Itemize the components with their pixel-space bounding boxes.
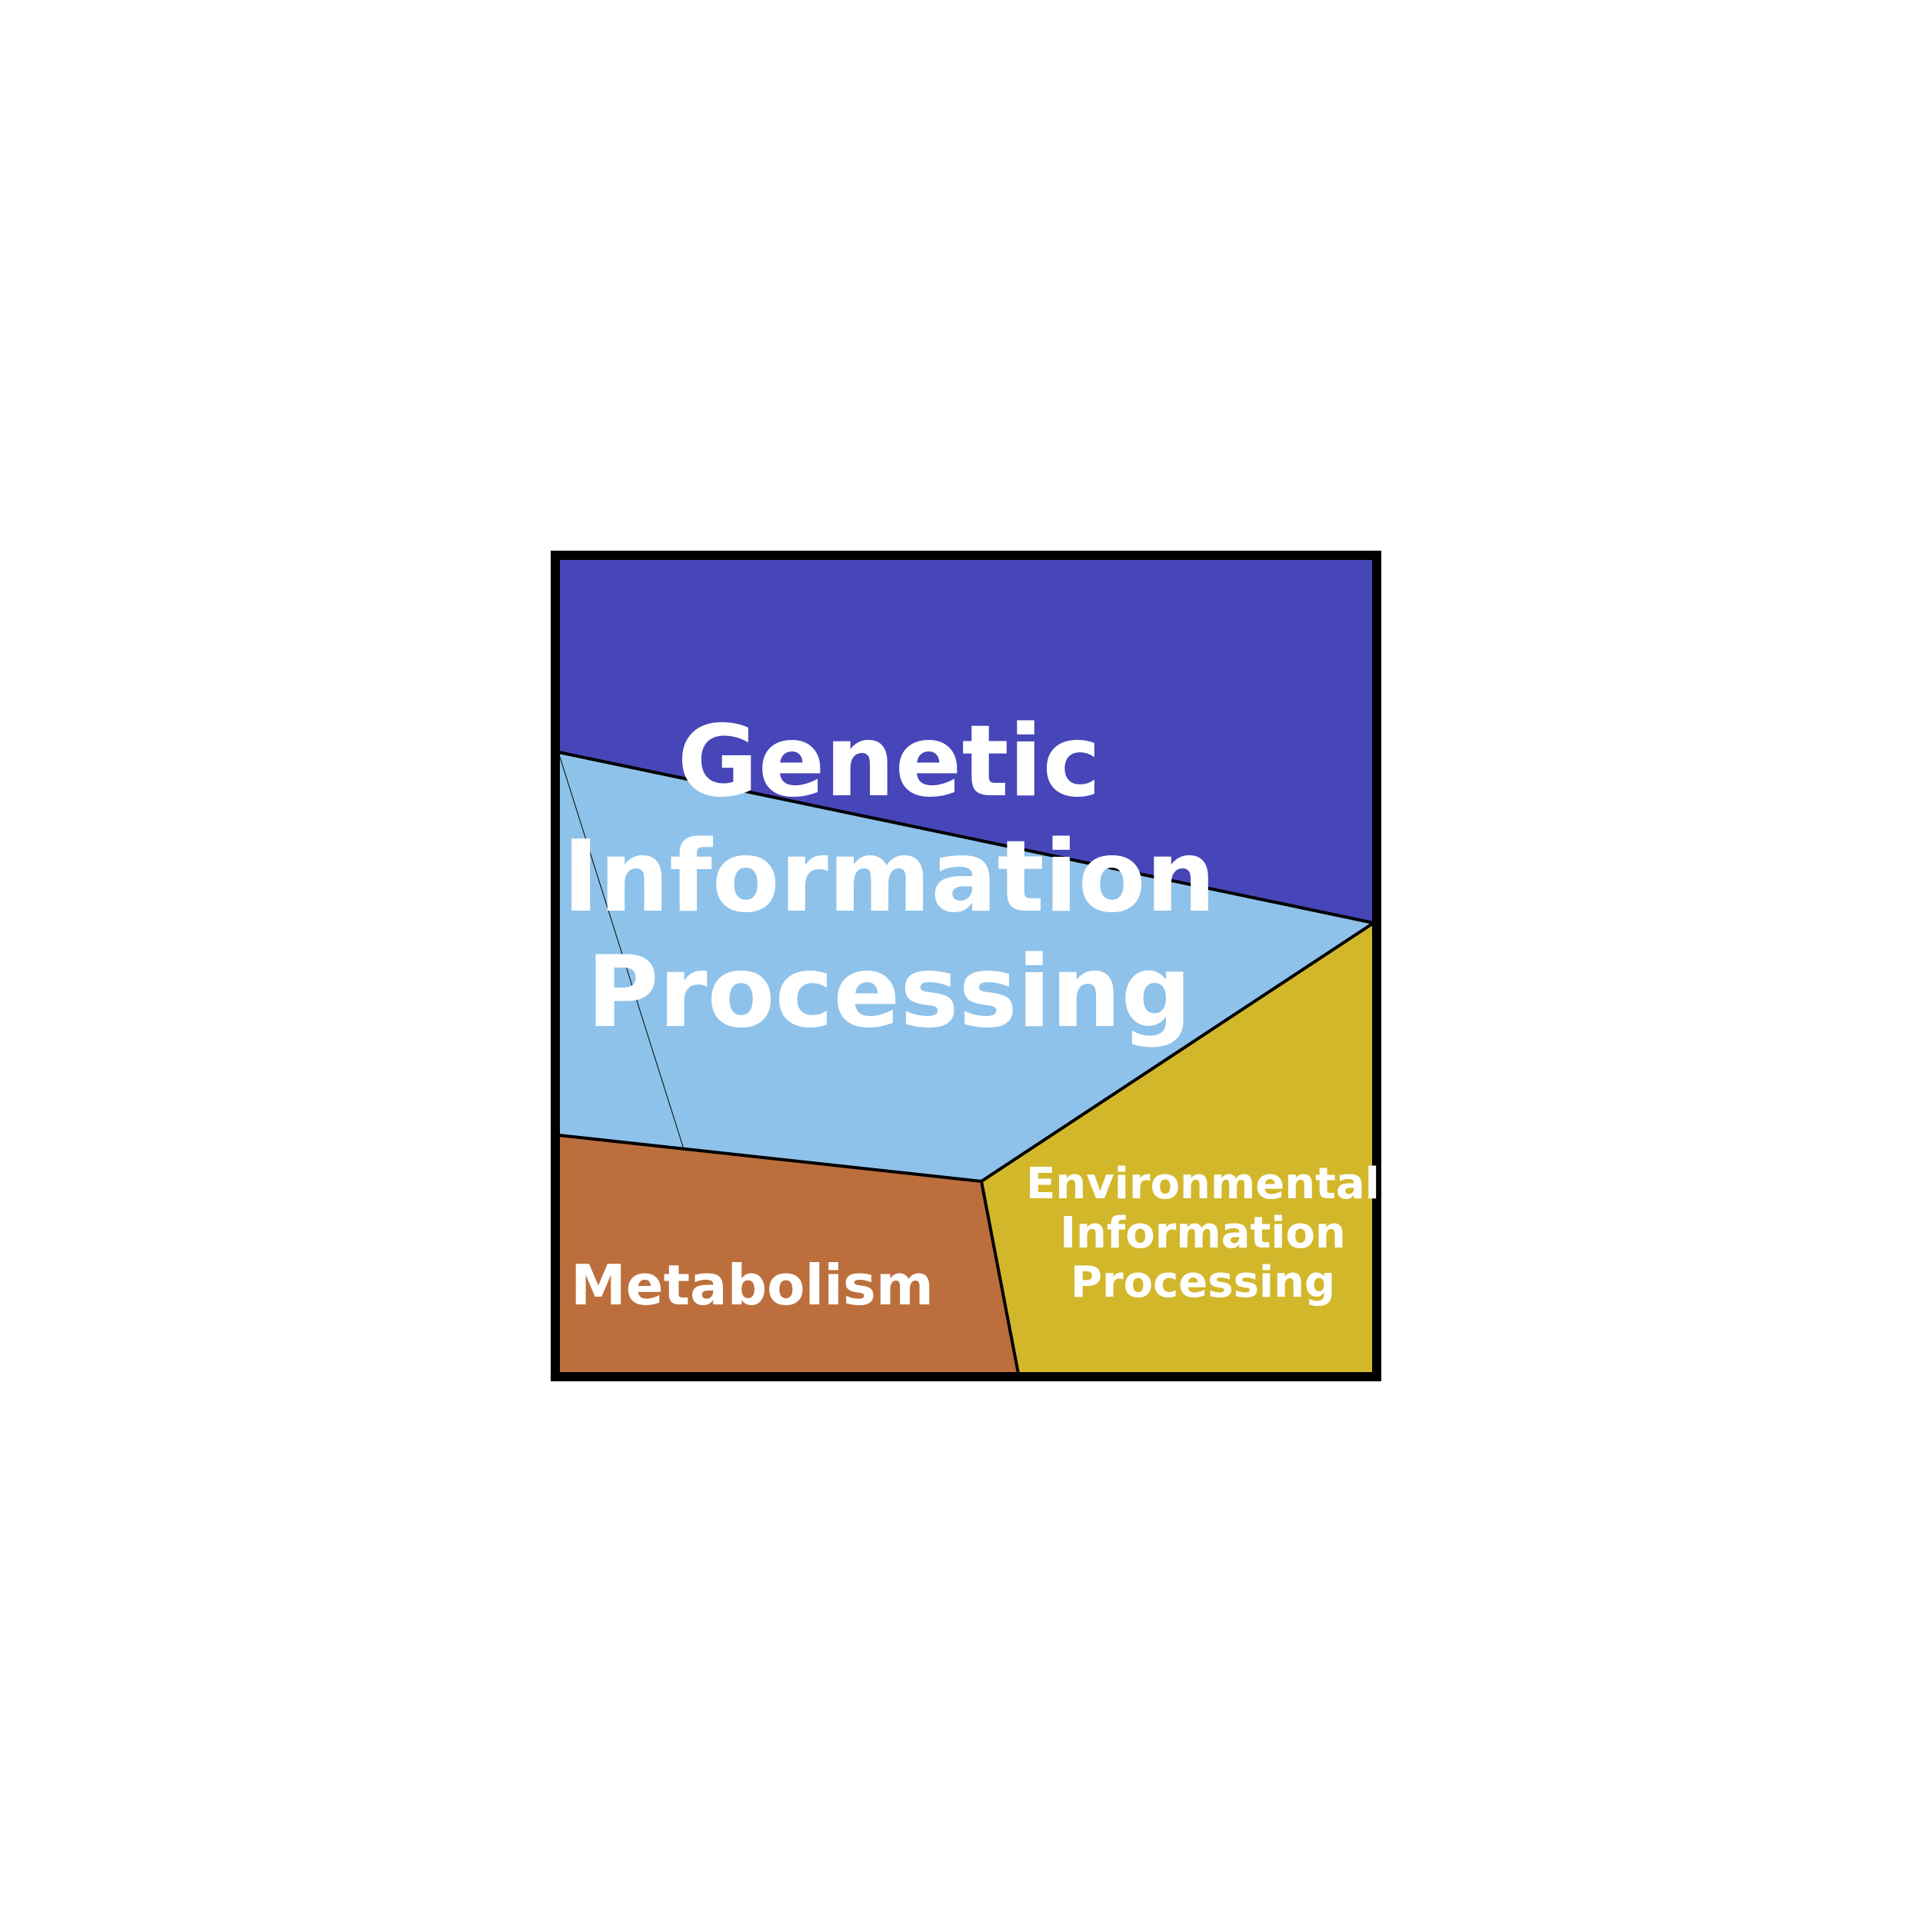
label-metabolism: Metabolism — [571, 1253, 934, 1317]
voronoi-treemap: GeneticInformationProcessingEnvironmenta… — [551, 551, 1381, 1381]
label-environmental-info: EnvironmentalInformationProcessing — [1026, 1159, 1380, 1307]
